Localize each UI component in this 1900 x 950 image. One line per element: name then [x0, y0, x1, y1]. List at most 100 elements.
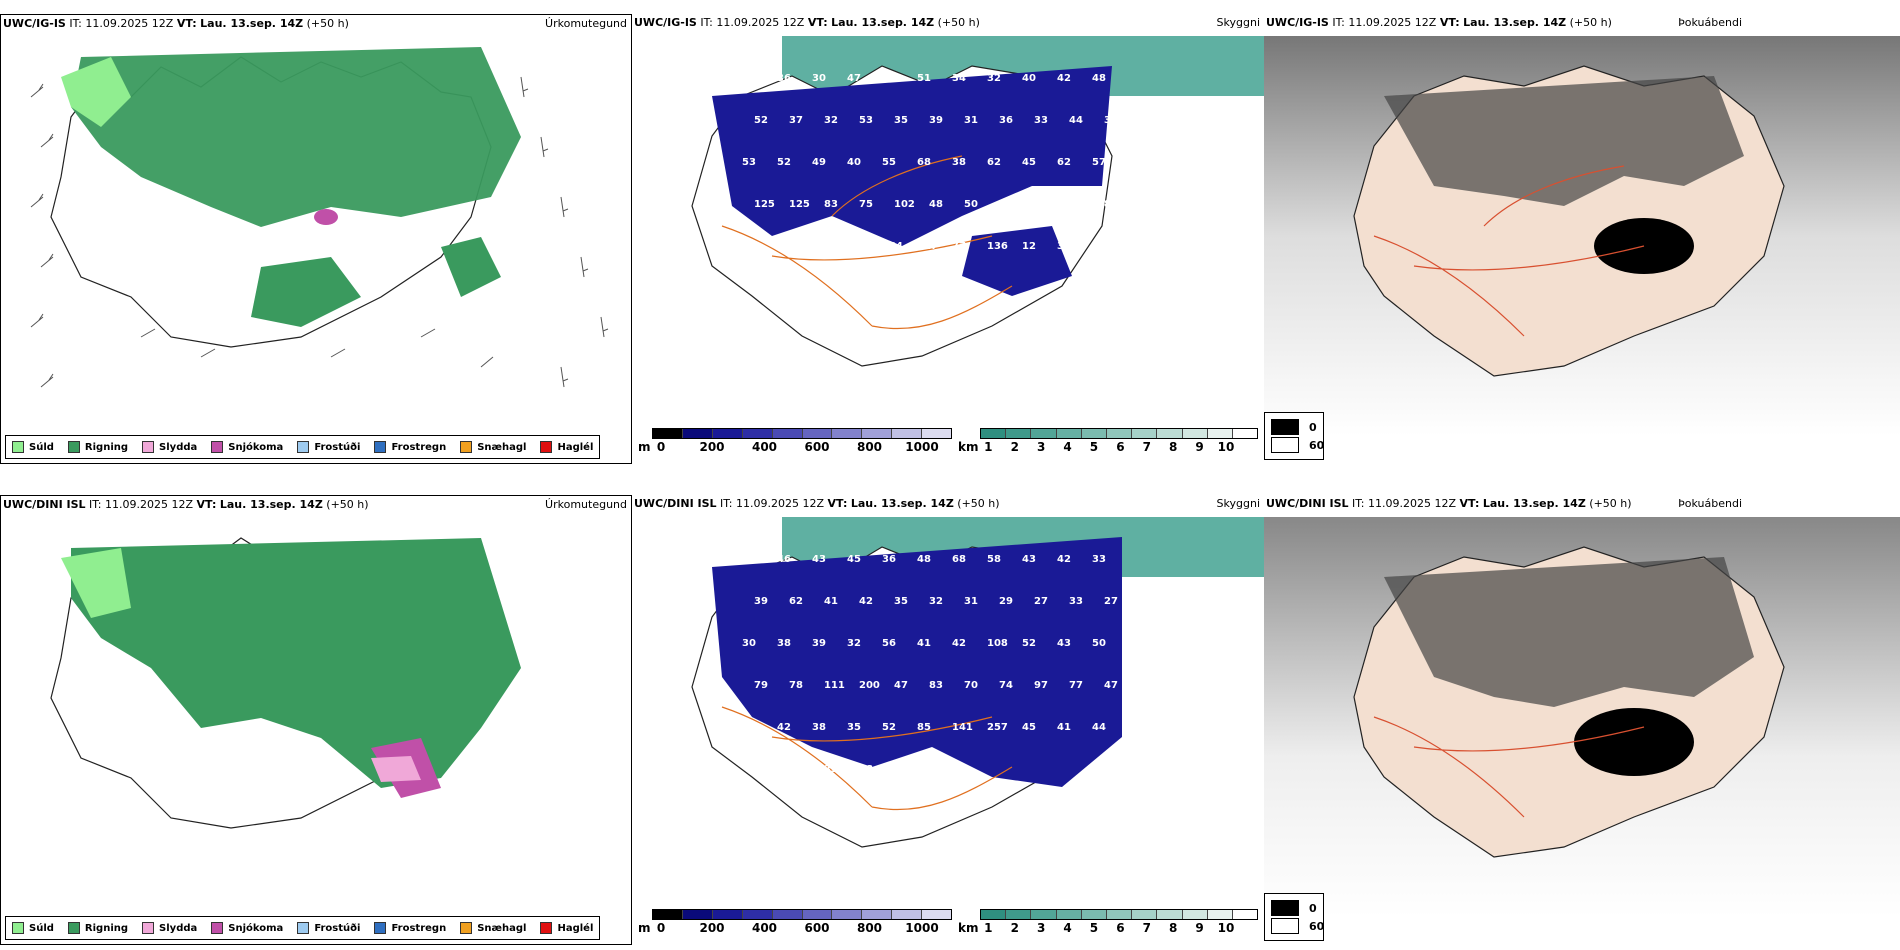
colorbar-tick: 600 [804, 921, 830, 935]
colorbar-tick: 0 [656, 921, 666, 935]
cloud-height-label: 30 [812, 73, 826, 84]
cloud-height-label: 56 [882, 638, 896, 649]
cloud-height-label: 55 [754, 764, 768, 775]
colorbar-segment [1232, 910, 1258, 919]
cloud-height-label: 48 [929, 199, 943, 210]
panel-title: Úrkomutegund [545, 17, 627, 30]
cloud-height-label: 41 [824, 596, 838, 607]
wind-barbs [30, 76, 609, 388]
cloud-height-label: 38 [859, 764, 873, 775]
colorbar-segment [1157, 429, 1183, 438]
colorbar-segment [981, 910, 1007, 919]
cloud-height-label: 42 [1057, 554, 1071, 565]
colorbar-tick: 800 [856, 440, 883, 454]
colorbar-segment [1182, 429, 1208, 438]
colorbar-segment [772, 910, 803, 919]
colorbar-tick: 1000 [905, 921, 939, 935]
colorbar-tick: 5 [1089, 440, 1099, 454]
fog-panel-bottom: UWC/DINI ISL IT: 11.09.2025 12Z VT: Lau.… [1264, 495, 1900, 945]
cloudbase-colorbar: m 0 200 400 600 800 1000 [638, 428, 952, 460]
colorbar-tick: 7 [1142, 921, 1151, 935]
cloud-height-label: 37 [789, 115, 803, 126]
sleet-area [371, 756, 421, 782]
colorbar-segment [1207, 910, 1233, 919]
cloud-height-label: 33 [1069, 596, 1083, 607]
road-network [1373, 716, 1645, 818]
colorbar-segment [1006, 910, 1032, 919]
cloud-height-label: 85 [917, 722, 931, 733]
precip-type-panel-bottom: UWC/DINI ISL IT: 11.09.2025 12Z VT: Lau.… [0, 495, 632, 945]
cloud-height-label: 42 [859, 596, 873, 607]
cloud-height-label: 44 [1092, 722, 1106, 733]
legend-swatch [67, 441, 80, 453]
cloud-height-label: 117 [917, 241, 938, 252]
cloud-height-label: 31 [964, 596, 978, 607]
cloud-height-label: 36 [999, 115, 1013, 126]
cloud-height-label: 34 [952, 73, 966, 84]
cloud-height-label: 194 [812, 241, 833, 252]
cloud-height-label: 57 [1092, 157, 1106, 168]
cloud-height-label: 42 [777, 722, 791, 733]
colorbar-tick: 8 [1169, 440, 1178, 454]
cloud-height-label: 52 [1022, 638, 1036, 649]
cloud-panel-top: UWC/IG-IS IT: 11.09.2025 12Z VT: Lau. 13… [632, 14, 1264, 464]
cloud-height-label: 33 [1057, 241, 1071, 252]
cloud-height-label: 37 [894, 764, 908, 775]
cloud-panel-bottom: UWC/DINI ISL IT: 11.09.2025 12Z VT: Lau.… [632, 495, 1264, 945]
colorbar-segment [1031, 910, 1057, 919]
fog-dense [1384, 76, 1744, 206]
cloud-height-label: 97 [1034, 680, 1048, 691]
colorbar-segment [1106, 910, 1133, 919]
cloud-height-label: 86 [742, 722, 756, 733]
colorbar-segment [653, 429, 683, 438]
colorbar-segment [832, 429, 863, 438]
colorbar-segment [1081, 429, 1107, 438]
colorbar-tick: 400 [751, 921, 778, 935]
colorbar-segment [1232, 429, 1258, 438]
cloud-map: 61 46 43 45 36 48 68 58 43 42 33 39 62 41 42 35 32 31 29 27… [691, 517, 1264, 848]
cloud-height-label: 99 [1034, 199, 1048, 210]
cloud-height-label: 27 [1104, 596, 1118, 607]
cloud-height-label: 83 [929, 680, 943, 691]
cloud-height-label: 38 [812, 722, 826, 733]
cloud-height-label: 58 [987, 554, 1001, 565]
cloud-height-label: 111 [824, 680, 845, 691]
panel-header: UWC/IG-IS IT: 11.09.2025 12Z VT: Lau. 13… [1266, 16, 1612, 29]
legend-swatch [297, 441, 310, 453]
colorbar-tick: 4 [1063, 440, 1072, 454]
colorbar-tick: 2 [1010, 440, 1019, 454]
cloud-height-label: 32 [824, 115, 838, 126]
cloud-height-label: 45 [1022, 157, 1036, 168]
colorbar-tick: 600 [804, 440, 830, 454]
colorbar-segment [802, 910, 833, 919]
cloud-height-label: 62 [987, 157, 1001, 168]
colorbar-segment [1056, 429, 1082, 438]
colorbar-segment [862, 910, 893, 919]
cloud-height-label: 78 [789, 680, 803, 691]
legend-swatch [374, 441, 387, 453]
road-network [721, 706, 1013, 811]
cloud-height-label: 29 [999, 596, 1013, 607]
colorbar-segment [1157, 910, 1183, 919]
colorbar-tick: 200 [699, 921, 725, 935]
cloud-height-label: 77 [952, 241, 966, 252]
cloud-height-label: 125 [789, 199, 810, 210]
cloud-height-label: 32 [929, 596, 943, 607]
cloud-height-label: 30 [742, 638, 756, 649]
colorbar-tick: 1 [984, 440, 993, 454]
colorbar-tick: 7 [1142, 440, 1151, 454]
precip-legend: Súld Rigning Slydda Snjókoma Frostúði Fr… [5, 435, 601, 459]
fog-map [1264, 36, 1900, 436]
cloud-height-label: 43 [812, 554, 826, 565]
cloud-height-label: 68 [917, 157, 931, 168]
cloud-height-label: 53 [859, 115, 873, 126]
fog-dense [1384, 557, 1754, 707]
panel-header: UWC/IG-IS IT: 11.09.2025 12Z VT: Lau. 13… [634, 16, 980, 29]
rain-area-south [251, 257, 361, 327]
cloud-height-label: 77 [1069, 680, 1083, 691]
cloud-height-label: 36 [882, 554, 896, 565]
colorbar-tick: 9 [1195, 440, 1204, 454]
colorbar-segment [832, 910, 863, 919]
cloud-height-label: 36 [777, 73, 791, 84]
cloud-height-label: 125 [754, 199, 775, 210]
